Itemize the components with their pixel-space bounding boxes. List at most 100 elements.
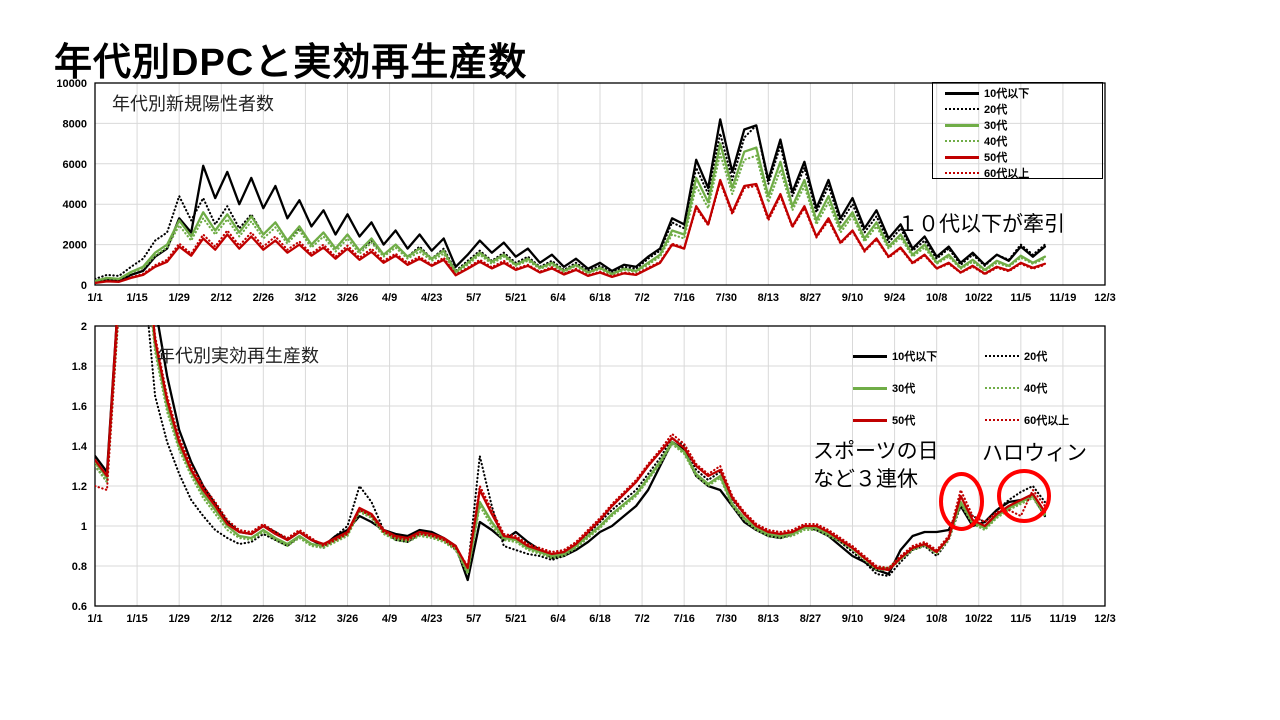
x-tick-label: 1/1 xyxy=(87,292,102,304)
x-tick-label: 3/12 xyxy=(295,613,316,625)
series-line-50代 xyxy=(95,325,1047,572)
chart2-inplot-title: 年代別実効再生産数 xyxy=(157,346,319,366)
legend-line-sample-solid xyxy=(945,155,979,159)
x-tick-label: 7/2 xyxy=(634,613,649,625)
legend-label: 20代 xyxy=(1024,351,1048,363)
legend-line-sample-dotted xyxy=(985,419,1019,421)
y-tick-label: 0.8 xyxy=(72,561,87,573)
y-tick-label: 2 xyxy=(81,321,87,333)
chart-2: 1/1 1/15 1/29 2/12 2/26 3/12 3/26 4/9 4/23 5/7 5/2… xyxy=(72,321,1116,625)
x-tick-label: 8/27 xyxy=(800,292,821,304)
x-tick-label: 7/16 xyxy=(673,613,694,625)
legend-line-sample-solid xyxy=(853,418,887,422)
legend-line-sample-dotted xyxy=(985,387,1019,389)
y-tick-label: 6000 xyxy=(63,159,87,171)
series-line-60代以上 xyxy=(95,325,1046,570)
legend-line-sample-solid xyxy=(853,354,887,358)
y-tick-label: 0.6 xyxy=(72,601,87,613)
legend-item: 30代 xyxy=(945,117,1102,133)
legend-line-sample-solid xyxy=(945,123,979,127)
x-tick-label: 1/15 xyxy=(126,613,147,625)
x-tick-label: 4/9 xyxy=(382,292,397,304)
x-tick-label: 5/7 xyxy=(466,613,481,625)
x-tick-label: 12/3 xyxy=(1094,292,1115,304)
legend-item: 10代以下 xyxy=(853,348,985,364)
y-tick-label: 1 xyxy=(81,521,87,533)
x-tick-label: 2/12 xyxy=(211,292,232,304)
legend-label: 50代 xyxy=(892,415,916,427)
x-tick-label: 11/19 xyxy=(1049,292,1076,304)
legend-label: 40代 xyxy=(984,136,1008,148)
x-tick-label: 3/12 xyxy=(295,292,316,304)
legend-item: 40代 xyxy=(985,380,1135,396)
legend-label: 60代以上 xyxy=(1024,415,1070,427)
x-tick-label: 2/26 xyxy=(253,613,274,625)
legend-line-sample-dotted xyxy=(945,172,979,174)
highlight-circle-sports-day xyxy=(939,472,984,531)
series-line-20代 xyxy=(95,124,1046,280)
x-tick-label: 1/29 xyxy=(168,292,189,304)
legend-label: 40代 xyxy=(1024,383,1048,395)
legend-line-sample-dotted xyxy=(985,355,1019,357)
x-tick-label: 3/26 xyxy=(337,292,358,304)
x-tick-label: 1/29 xyxy=(168,613,189,625)
y-tick-label: 1.8 xyxy=(72,361,87,373)
x-tick-label: 6/18 xyxy=(589,613,610,625)
chart1-inplot-title: 年代別新規陽性者数 xyxy=(112,94,274,114)
y-tick-label: 4000 xyxy=(63,199,87,211)
legend-item: 30代 xyxy=(853,380,985,396)
legend-label: 10代以下 xyxy=(892,351,938,363)
plot-border xyxy=(94,82,1106,286)
annotation-teens-driving: １０代以下が牽引 xyxy=(897,213,1065,236)
y-tick-label: 2000 xyxy=(63,240,87,252)
legend-item: 20代 xyxy=(945,101,1102,117)
legend-line-sample-dotted xyxy=(945,140,979,142)
legend-item: 50代 xyxy=(853,412,985,428)
chart1-legend: 10代以下 20代 30代 40代 50代 60代以上 xyxy=(932,82,1103,181)
legend-label: 30代 xyxy=(984,120,1008,132)
legend-item: 60代以上 xyxy=(945,165,1102,181)
x-tick-label: 4/23 xyxy=(421,292,442,304)
x-tick-label: 10/8 xyxy=(926,613,947,625)
x-tick-label: 7/16 xyxy=(673,292,694,304)
series-line-10代以下 xyxy=(95,118,1047,284)
x-tick-label: 1/15 xyxy=(126,292,147,304)
legend-line-sample-solid xyxy=(945,91,979,95)
x-tick-label: 8/13 xyxy=(758,292,779,304)
x-tick-label: 9/10 xyxy=(842,613,863,625)
x-tick-label: 2/12 xyxy=(211,613,232,625)
page-title: 年代別DPCと実効再生産数 xyxy=(54,42,528,85)
y-tick-label: 1.2 xyxy=(72,481,87,493)
legend-label: 50代 xyxy=(984,152,1008,164)
y-tick-label: 1.6 xyxy=(72,401,87,413)
x-tick-label: 9/24 xyxy=(884,613,906,625)
x-tick-label: 9/10 xyxy=(842,292,863,304)
x-tick-label: 4/23 xyxy=(421,613,442,625)
legend-item: 40代 xyxy=(945,133,1102,149)
chart2-legend: 10代以下 20代 30代 40代 50代 60代以上 xyxy=(853,348,1135,428)
x-tick-label: 3/26 xyxy=(337,613,358,625)
x-tick-label: 11/19 xyxy=(1049,613,1076,625)
x-tick-label: 12/3 xyxy=(1094,613,1115,625)
x-tick-label: 7/30 xyxy=(716,292,737,304)
legend-item: 60代以上 xyxy=(985,412,1135,428)
y-tick-label: 8000 xyxy=(63,118,87,130)
x-tick-label: 6/4 xyxy=(550,292,566,304)
y-tick-label: 10000 xyxy=(56,78,87,90)
legend-item: 20代 xyxy=(985,348,1135,364)
x-tick-label: 11/5 xyxy=(1010,613,1031,625)
x-tick-label: 1/1 xyxy=(87,613,102,625)
x-tick-label: 7/30 xyxy=(716,613,737,625)
x-tick-label: 6/18 xyxy=(589,292,610,304)
x-tick-label: 10/22 xyxy=(965,613,993,625)
legend-item: 50代 xyxy=(945,149,1102,165)
x-tick-label: 9/24 xyxy=(884,292,906,304)
legend-label: 60代以上 xyxy=(984,168,1030,180)
x-tick-label: 10/8 xyxy=(926,292,947,304)
legend-label: 30代 xyxy=(892,383,916,395)
annotation-halloween: ハロウィン xyxy=(982,442,1087,465)
x-tick-label: 8/13 xyxy=(758,613,779,625)
y-tick-label: 1.4 xyxy=(72,441,88,453)
